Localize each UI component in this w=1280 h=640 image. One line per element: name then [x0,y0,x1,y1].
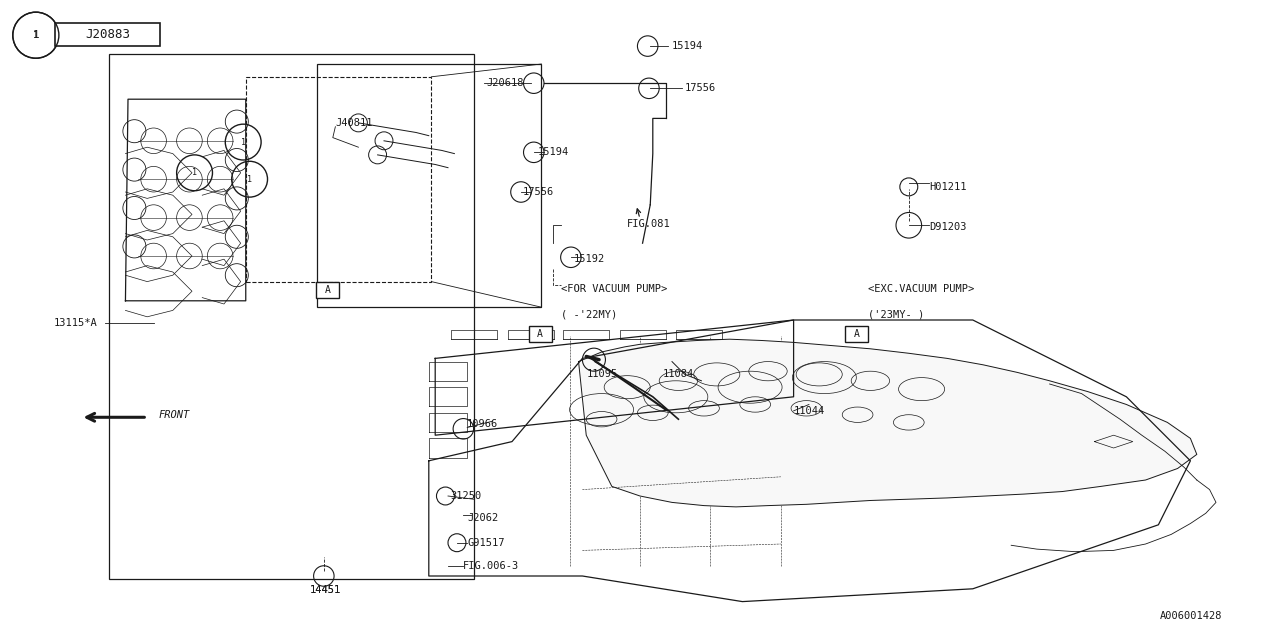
Bar [316,282,339,298]
Text: 31250: 31250 [451,491,481,501]
Text: <FOR VACUUM PUMP>: <FOR VACUUM PUMP> [561,284,667,294]
Text: A: A [325,285,330,294]
Text: 1: 1 [241,138,246,147]
Text: 11095: 11095 [586,369,617,380]
Text: J2062: J2062 [467,513,498,524]
Text: 1: 1 [247,175,252,184]
Text: 1: 1 [192,168,197,177]
Text: 11084: 11084 [663,369,694,380]
Text: A: A [538,330,543,339]
Text: 15192: 15192 [573,254,604,264]
Text: 14451: 14451 [310,585,340,595]
Text: 1: 1 [33,31,38,40]
Text: J20618: J20618 [486,78,524,88]
Text: 14451: 14451 [310,585,340,595]
Bar [845,326,868,342]
Text: J40811: J40811 [335,118,372,128]
Text: A: A [854,330,859,339]
Text: 17556: 17556 [522,187,553,197]
Text: <EXC.VACUUM PUMP>: <EXC.VACUUM PUMP> [868,284,974,294]
Bar [529,326,552,342]
Text: ( -'22MY): ( -'22MY) [561,310,617,320]
Text: D91203: D91203 [929,222,966,232]
Text: ('23MY- ): ('23MY- ) [868,310,924,320]
Text: 11044: 11044 [794,406,824,416]
Bar [109,54,474,579]
Polygon shape [579,339,1197,507]
Text: G91517: G91517 [467,538,504,548]
Text: 10966: 10966 [467,419,498,429]
Text: 13115*A: 13115*A [54,318,97,328]
Text: J20883: J20883 [84,28,131,41]
Text: FIG.006-3: FIG.006-3 [463,561,520,572]
Bar [55,23,160,46]
Text: 1: 1 [32,30,40,40]
Text: A006001428: A006001428 [1160,611,1222,621]
Bar [317,64,541,307]
Text: H01211: H01211 [929,182,966,192]
Text: 17556: 17556 [685,83,716,93]
Text: FRONT: FRONT [159,410,189,420]
Bar [246,77,431,282]
Text: 15194: 15194 [672,41,703,51]
Text: FIG.081: FIG.081 [627,219,671,229]
Text: 15194: 15194 [538,147,568,157]
